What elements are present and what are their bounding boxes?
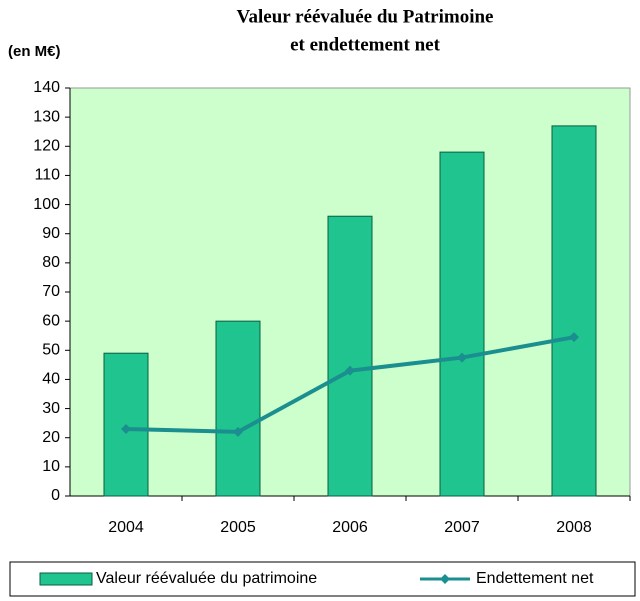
- y-tick-label: 0: [51, 487, 60, 504]
- marker: [121, 423, 131, 434]
- y-tick-label: 50: [42, 342, 60, 359]
- legend-label: Valeur réévaluée du patrimoine: [96, 570, 317, 587]
- chart-title: Valeur réévaluée du Patrimoine: [237, 6, 494, 27]
- y-tick-label: 70: [42, 283, 60, 300]
- marker: [457, 352, 467, 363]
- x-tick-label: 2007: [444, 519, 480, 536]
- x-tick-label: 2008: [556, 519, 592, 536]
- x-tick-label: 2005: [220, 519, 256, 536]
- y-tick-label: 60: [42, 312, 60, 329]
- bar: [327, 215, 373, 497]
- marker: [569, 332, 579, 343]
- y-tick-label: 110: [34, 167, 60, 184]
- chart-title: et endettement net: [290, 34, 441, 55]
- y-tick-label: 90: [42, 225, 60, 242]
- legend-label: Endettement net: [476, 570, 594, 587]
- legend-swatch: [39, 572, 93, 586]
- bar: [439, 151, 485, 497]
- legend-marker: [440, 574, 450, 584]
- y-tick-label: 30: [42, 400, 60, 417]
- y-axis-label: (en M€): [8, 43, 61, 60]
- x-tick-label: 2004: [108, 519, 144, 536]
- y-tick-label: 100: [33, 196, 60, 213]
- y-tick-label: 140: [33, 79, 60, 96]
- y-tick-label: 20: [42, 429, 60, 446]
- y-tick-label: 40: [42, 371, 60, 388]
- marker: [233, 426, 243, 437]
- y-tick-label: 80: [42, 254, 60, 271]
- legend-box: [9, 561, 636, 597]
- y-tick-label: 130: [33, 108, 60, 125]
- x-tick-label: 2006: [332, 519, 368, 536]
- y-tick-label: 120: [33, 138, 60, 155]
- marker: [345, 365, 355, 376]
- y-tick-label: 10: [42, 458, 60, 475]
- bar: [551, 125, 597, 497]
- bar: [215, 320, 261, 497]
